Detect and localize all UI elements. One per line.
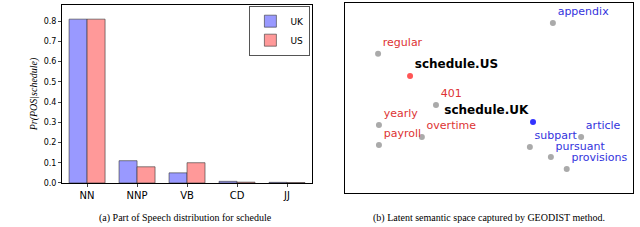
- svg-text:0.6: 0.6: [44, 57, 57, 66]
- svg-text:regular: regular: [383, 36, 423, 49]
- svg-text:UK: UK: [290, 17, 304, 27]
- svg-text:NNP: NNP: [127, 190, 148, 201]
- svg-text:CD: CD: [230, 190, 245, 201]
- svg-text:0.4: 0.4: [44, 98, 57, 107]
- svg-text:pursuant: pursuant: [556, 140, 606, 153]
- svg-text:0.0: 0.0: [44, 179, 57, 188]
- svg-text:(a) Part of Speech distributio: (a) Part of Speech distribution for sche…: [99, 212, 272, 224]
- svg-text:401: 401: [441, 87, 462, 100]
- svg-text:appendix: appendix: [558, 5, 609, 18]
- svg-text:provisions: provisions: [571, 152, 627, 165]
- svg-text:schedule.US: schedule.US: [415, 57, 498, 71]
- svg-text:0.3: 0.3: [44, 118, 57, 127]
- svg-text:schedule.UK: schedule.UK: [444, 103, 529, 117]
- svg-text:JJ: JJ: [283, 190, 290, 201]
- svg-text:VB: VB: [180, 190, 194, 201]
- svg-text:overtime: overtime: [427, 119, 477, 132]
- svg-text:NN: NN: [80, 190, 95, 201]
- svg-text:0.7: 0.7: [44, 37, 57, 46]
- svg-text:(b) Latent semantic space capt: (b) Latent semantic space captured by GE…: [373, 212, 605, 224]
- svg-text:0.5: 0.5: [44, 78, 57, 87]
- svg-text:US: US: [290, 36, 303, 46]
- svg-text:subpart: subpart: [535, 129, 578, 142]
- svg-text:yearly: yearly: [384, 107, 419, 120]
- svg-text:payroll: payroll: [384, 127, 421, 140]
- svg-text:Pr(POS|schedule): Pr(POS|schedule): [28, 57, 40, 131]
- svg-text:0.1: 0.1: [44, 159, 57, 168]
- svg-text:0.2: 0.2: [44, 138, 57, 147]
- svg-text:0.8: 0.8: [44, 17, 57, 26]
- svg-text:article: article: [586, 119, 621, 132]
